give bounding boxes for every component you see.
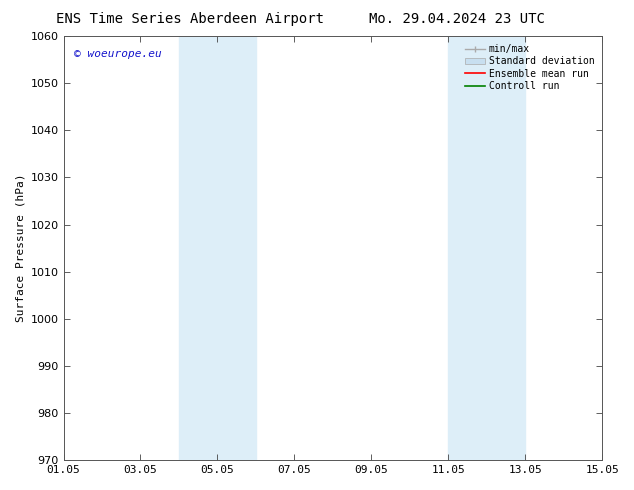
Legend: min/max, Standard deviation, Ensemble mean run, Controll run: min/max, Standard deviation, Ensemble me…: [462, 41, 597, 94]
Bar: [448, 36, 477, 460]
Bar: [179, 36, 208, 460]
Y-axis label: Surface Pressure (hPa): Surface Pressure (hPa): [15, 174, 25, 322]
Text: Mo. 29.04.2024 23 UTC: Mo. 29.04.2024 23 UTC: [368, 12, 545, 26]
Text: ENS Time Series Aberdeen Airport: ENS Time Series Aberdeen Airport: [56, 12, 324, 26]
Bar: [477, 36, 525, 460]
Text: © woeurope.eu: © woeurope.eu: [74, 49, 162, 59]
Bar: [208, 36, 256, 460]
